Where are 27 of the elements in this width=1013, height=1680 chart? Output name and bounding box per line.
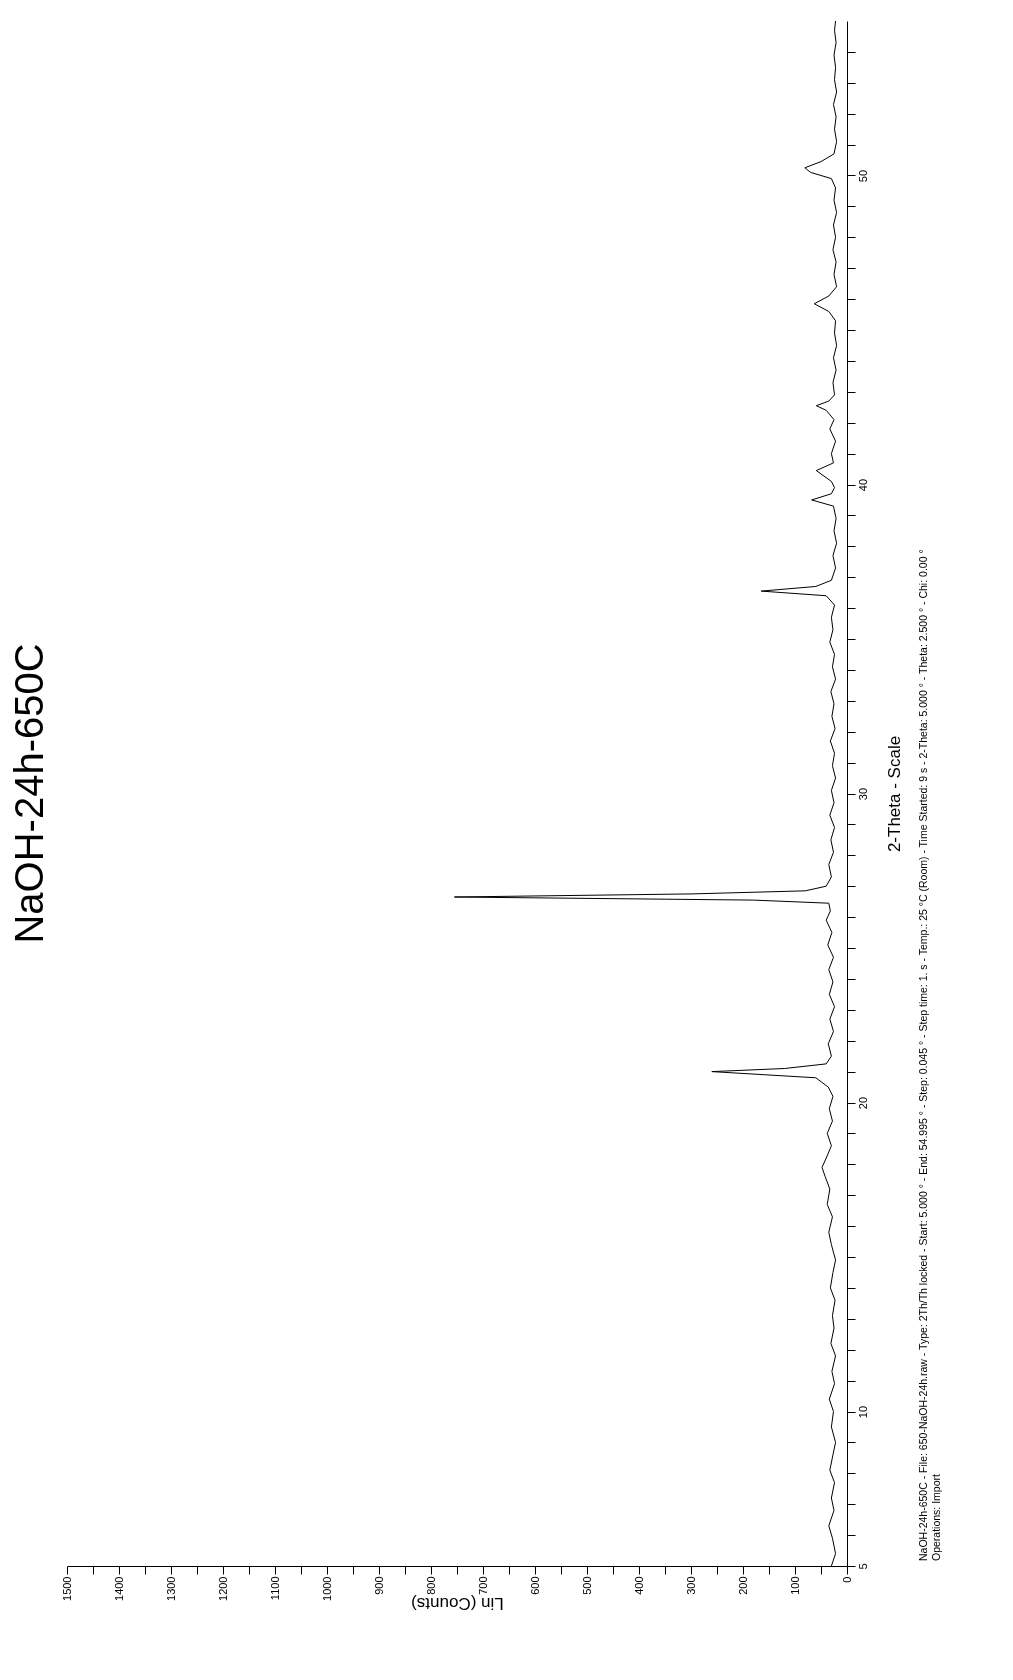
x-tick-label: 1000	[320, 1576, 333, 1601]
x-tick-label: 200	[736, 1576, 749, 1595]
x-tick-label: 1500	[60, 1576, 73, 1601]
y-tick-label: 10	[856, 1405, 869, 1419]
y-tick-label: 5	[856, 1563, 869, 1570]
x-axis-title: Lin (Counts)	[411, 1593, 504, 1613]
x-tick-label: 900	[372, 1576, 385, 1595]
y-axis-title: 2-Theta - Scale	[884, 735, 904, 853]
y-tick-label: 40	[856, 478, 869, 492]
y-tick-label: 50	[856, 169, 869, 183]
x-tick-label: 500	[580, 1576, 593, 1595]
x-tick-label: 1300	[164, 1576, 177, 1601]
x-tick-label: 1400	[112, 1576, 125, 1601]
text: NaOH-24h-650C - File: 650-NaOH-24h.raw - Type: 2Th/Th locked - Start: 5.000 ° - End: 54.995 ° - Step: 0.045 ° - Step time: 1. s - Temp.: 25 °C (Room) - Time Started: 9 s - 2-Theta: 5.000 ° - Theta: 2.500 ° - Chi: 0.00 °	[917, 549, 929, 1561]
text: Operations: Import	[930, 1473, 942, 1561]
x-tick-label: 400	[632, 1576, 645, 1595]
y-tick-label: 20	[856, 1096, 869, 1110]
x-tick-label: 0	[840, 1576, 853, 1583]
y-tick-label: 30	[856, 787, 869, 801]
x-tick-label: 100	[788, 1576, 801, 1595]
x-tick-label: 800	[424, 1576, 437, 1595]
x-tick-label: 300	[684, 1576, 697, 1595]
x-tick-label: 700	[476, 1576, 489, 1595]
x-tick-label: 1200	[216, 1576, 229, 1601]
x-tick-label: 1100	[268, 1576, 281, 1601]
x-tick-label: 600	[528, 1576, 541, 1595]
text: NaOH-24h-650C	[7, 643, 51, 944]
